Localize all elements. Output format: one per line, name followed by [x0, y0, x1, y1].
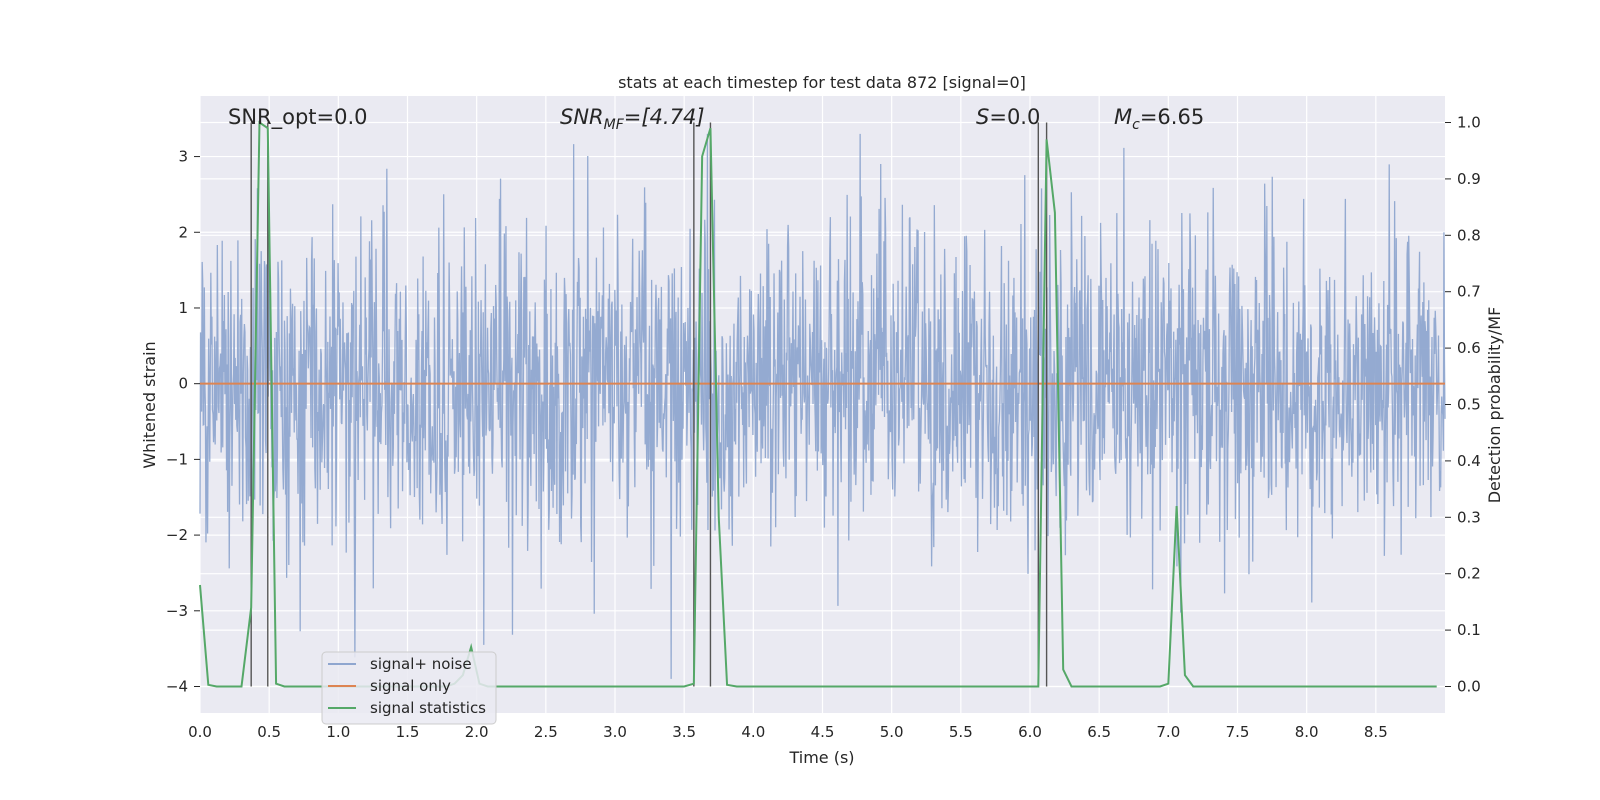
- y2-tick-label: 0.9: [1457, 170, 1481, 188]
- x-tick-label: 2.0: [465, 723, 489, 741]
- annotation-mc-subscript: c: [1132, 117, 1140, 133]
- legend: signal+ noise signal only signal statist…: [321, 651, 497, 725]
- y-tick-label: 0: [178, 375, 188, 393]
- x-tick-label: 1.0: [326, 723, 350, 741]
- x-tick-label: 5.0: [880, 723, 904, 741]
- y-axis-ticks: −4 −3 −2 −1 0 1 2 3: [166, 148, 200, 696]
- noise-line: [199, 133, 1446, 679]
- y2-tick-label: 0.1: [1457, 621, 1481, 639]
- annotation-snr-mf: SNRMF=[4.74]: [560, 105, 705, 133]
- y2-tick-label: 0.8: [1457, 226, 1481, 244]
- x-tick-label: 1.5: [396, 723, 420, 741]
- x-tick-label: 8.5: [1364, 723, 1388, 741]
- chart-title: stats at each timestep for test data 872…: [618, 73, 1026, 92]
- annotation-snr-mf-value: =[4.74]: [624, 105, 705, 129]
- y2-axis-ticks: 0.0 0.1 0.2 0.3 0.4 0.5 0.6 0.7 0.8 0.9 1.0: [1445, 114, 1481, 695]
- y2-tick-label: 0.0: [1457, 677, 1481, 695]
- annotation-snr-opt: SNR_opt=0.0: [228, 105, 368, 130]
- x-tick-label: 6.0: [1018, 723, 1042, 741]
- x-axis-ticks: 0.0 0.5 1.0 1.5 2.0 2.5 3.0 3.5 4.0 4.5 5.0 5.5 6.0 6…: [188, 723, 1388, 741]
- x-axis-title: Time (s): [788, 748, 854, 767]
- legend-label-signal-only: signal only: [370, 677, 451, 695]
- annotation-snr-mf-symbol: SNR: [560, 105, 604, 129]
- legend-box: [321, 651, 497, 725]
- x-tick-label: 2.5: [534, 723, 558, 741]
- y2-tick-label: 0.7: [1457, 283, 1481, 301]
- y-axis-title: Whitened strain: [140, 341, 159, 468]
- x-tick-label: 7.0: [1156, 723, 1180, 741]
- y-tick-label: −2: [166, 526, 188, 544]
- series-signal-noise: [199, 133, 1446, 679]
- annotation-s-value: =0.0: [989, 105, 1040, 129]
- x-tick-label: 0.0: [188, 723, 212, 741]
- y2-tick-label: 0.4: [1457, 452, 1481, 470]
- y-tick-label: 3: [178, 148, 188, 166]
- y2-tick-label: 0.6: [1457, 339, 1481, 357]
- annotation-mc-symbol: M: [1114, 105, 1132, 129]
- y-tick-label: −1: [166, 450, 188, 468]
- x-tick-label: 8.0: [1295, 723, 1319, 741]
- x-tick-label: 6.5: [1087, 723, 1111, 741]
- y2-tick-label: 0.2: [1457, 565, 1481, 583]
- y2-tick-label: 0.3: [1457, 508, 1481, 526]
- y-tick-label: −4: [166, 678, 188, 696]
- annotation-s-symbol: S: [976, 105, 989, 129]
- x-tick-label: 3.0: [603, 723, 627, 741]
- x-tick-label: 4.5: [811, 723, 835, 741]
- annotation-mc: Mc=6.65: [1114, 105, 1204, 133]
- annotation-snr-mf-subscript: MF: [604, 117, 625, 133]
- y2-tick-label: 0.5: [1457, 396, 1481, 414]
- y-tick-label: 2: [178, 223, 188, 241]
- y-tick-label: −3: [166, 602, 188, 620]
- x-tick-label: 3.5: [672, 723, 696, 741]
- x-tick-label: 5.5: [949, 723, 973, 741]
- y-tick-label: 1: [178, 299, 188, 317]
- legend-label-signal-noise: signal+ noise: [370, 655, 472, 673]
- x-tick-label: 7.5: [1226, 723, 1250, 741]
- y2-tick-label: 1.0: [1457, 114, 1481, 132]
- legend-label-signal-statistics: signal statistics: [370, 699, 486, 717]
- x-tick-label: 4.0: [741, 723, 765, 741]
- x-tick-label: 0.5: [257, 723, 281, 741]
- annotation-mc-value: =6.65: [1140, 105, 1204, 129]
- annotation-s: S=0.0: [976, 105, 1040, 129]
- y2-axis-title: Detection probability/MF: [1485, 307, 1504, 504]
